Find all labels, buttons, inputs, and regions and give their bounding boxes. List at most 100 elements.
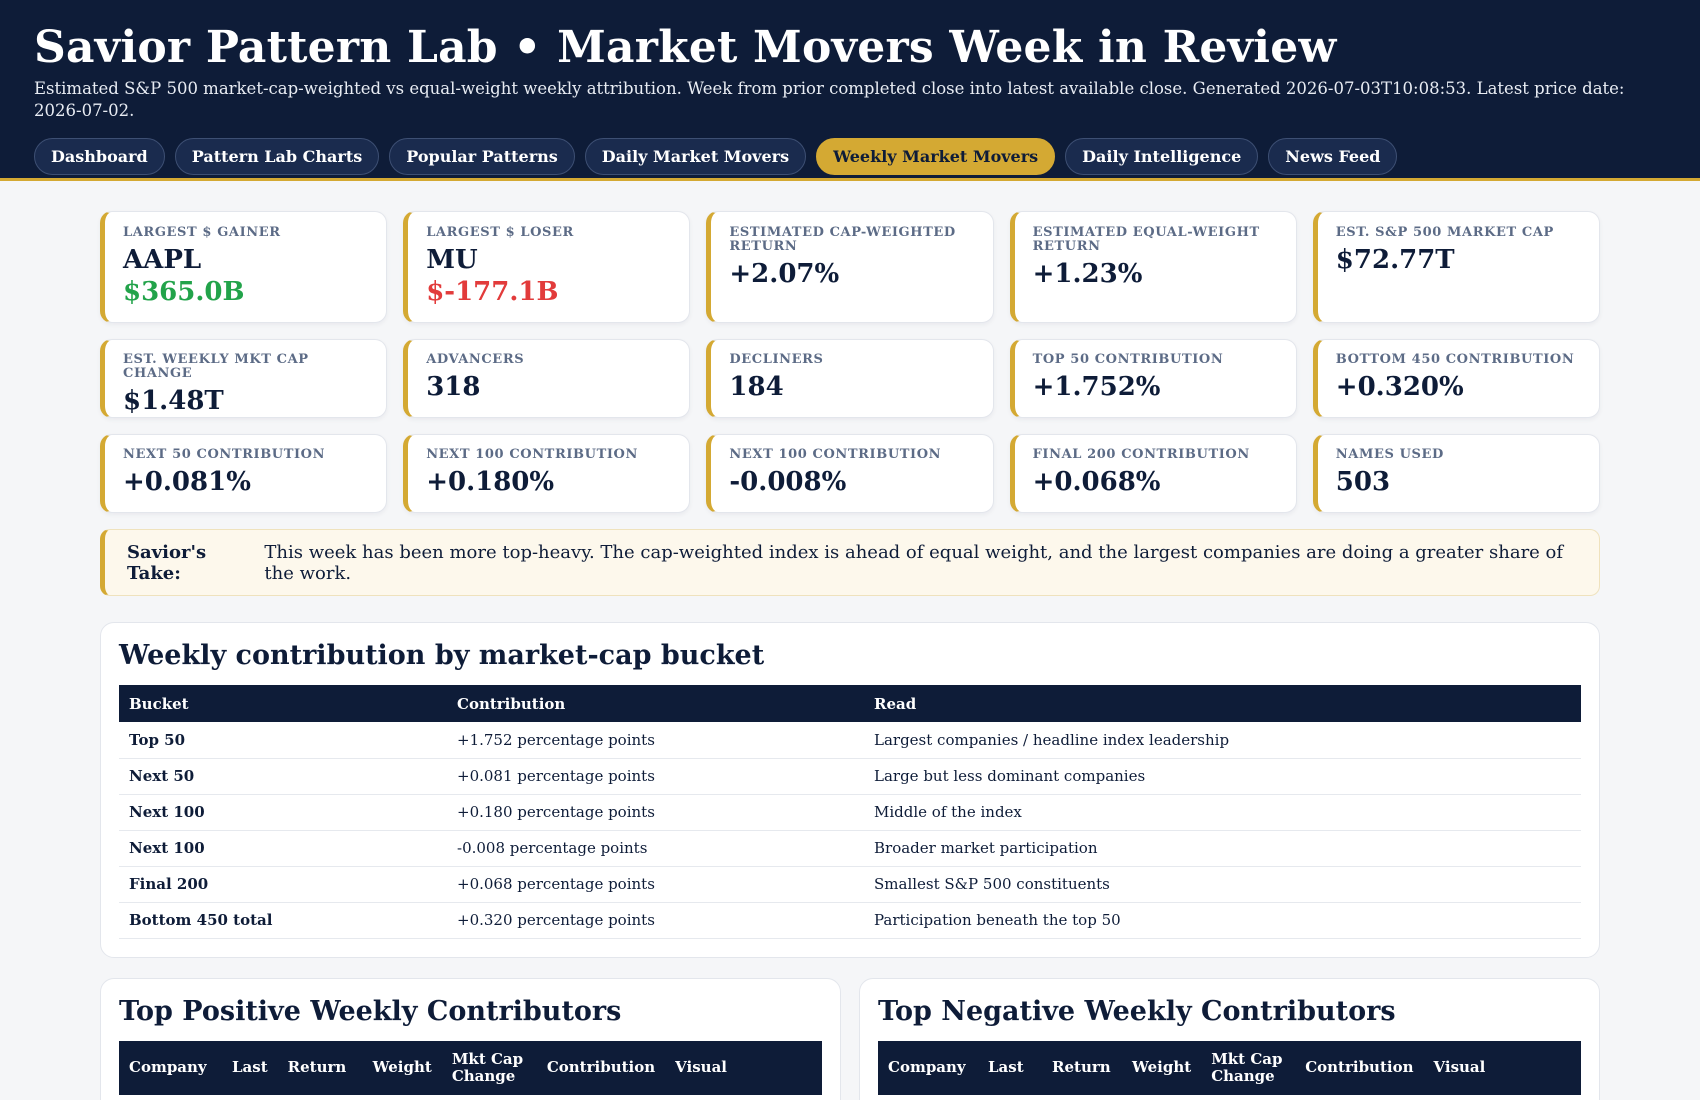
column-header-read[interactable]: Read	[864, 685, 1581, 722]
contribution-cell: +0.180 percentage points	[447, 794, 864, 831]
stat-card-equal-weight-return: Estimated Equal-Weight Return +1.23%	[1009, 211, 1297, 323]
stat-label: Est. Weekly Mkt Cap Change	[123, 352, 309, 381]
table-row: Next 100 -0.008 percentage points Broade…	[119, 830, 1581, 867]
stat-label: Largest $ Gainer	[123, 225, 281, 240]
column-header-mkt-cap-change[interactable]: Mkt Cap Change	[441, 1040, 537, 1095]
stat-label: Advancers	[426, 352, 525, 367]
contribution-cell: +0.068 percentage points	[447, 866, 864, 903]
stat-value: 318	[426, 372, 481, 402]
column-header-company[interactable]: Company	[878, 1040, 978, 1095]
column-header-contribution[interactable]: Contribution	[536, 1040, 666, 1095]
nav-dashboard[interactable]: Dashboard	[34, 138, 165, 175]
column-header-contribution[interactable]: Contribution	[447, 685, 864, 722]
nav-daily-market-movers[interactable]: Daily Market Movers	[584, 138, 807, 175]
positive-contributors-table: Company Last Return Weight Mkt Cap Chang…	[119, 1040, 822, 1095]
contribution-cell: -0.008 percentage points	[447, 830, 864, 867]
stat-card-next-100-contribution-2: Next 100 Contribution -0.008%	[706, 434, 994, 513]
bucket-cell: Bottom 450 total	[119, 902, 447, 939]
bucket-contribution-panel: Weekly contribution by market-cap bucket…	[100, 622, 1600, 958]
nav-news-feed[interactable]: News Feed	[1268, 138, 1398, 175]
stat-label: Top 50 Contribution	[1032, 352, 1224, 367]
stat-sub-value: $365.0B	[123, 277, 245, 307]
read-cell: Participation beneath the top 50	[864, 902, 1581, 939]
column-header-weight[interactable]: Weight	[362, 1040, 442, 1095]
stat-value: $1.48T	[123, 386, 224, 416]
nav-daily-intelligence[interactable]: Daily Intelligence	[1065, 138, 1259, 175]
column-header-weight[interactable]: Weight	[1122, 1040, 1202, 1095]
positive-contributors-panel: Top Positive Weekly Contributors Company…	[100, 977, 841, 1100]
panel-title: Top Negative Weekly Contributors	[878, 995, 1396, 1027]
nav-pattern-lab-charts[interactable]: Pattern Lab Charts	[174, 138, 380, 175]
table-header-row: Bucket Contribution Read	[119, 685, 1581, 722]
column-header-return[interactable]: Return	[277, 1040, 363, 1095]
page-title: Savior Pattern Lab • Market Movers Week …	[34, 22, 1337, 73]
top-nav: Dashboard Pattern Lab Charts Popular Pat…	[34, 138, 1666, 175]
stat-value: 503	[1335, 467, 1391, 497]
bucket-table: Bucket Contribution Read Top 50 +1.752 p…	[119, 685, 1581, 939]
column-header-return[interactable]: Return	[1042, 1040, 1122, 1095]
column-header-visual[interactable]: Visual	[665, 1040, 822, 1095]
bucket-cell: Final 200	[119, 866, 447, 903]
stat-value: +1.23%	[1032, 259, 1143, 289]
column-header-last[interactable]: Last	[222, 1040, 278, 1095]
summary-cards-row-1: Largest $ Gainer AAPL $365.0B Largest $ …	[100, 211, 1600, 323]
page-header: Savior Pattern Lab • Market Movers Week …	[0, 0, 1700, 181]
stat-card-next-100-contribution: Next 100 Contribution +0.180%	[403, 434, 691, 513]
table-header-row: Company Last Return Weight Mkt Cap Chang…	[878, 1040, 1581, 1095]
contribution-cell: +0.320 percentage points	[447, 902, 864, 939]
table-row: Final 200 +0.068 percentage points Small…	[119, 866, 1581, 903]
stat-value: MU	[426, 245, 478, 275]
stat-label: Bottom 450 Contribution	[1335, 352, 1575, 367]
stat-value: +0.320%	[1335, 372, 1464, 402]
stat-card-market-cap: Est. S&P 500 Market Cap $72.77T	[1312, 211, 1600, 323]
read-cell: Smallest S&P 500 constituents	[864, 866, 1581, 903]
stat-card-decliners: Decliners 184	[706, 339, 994, 418]
stat-value: 184	[729, 372, 784, 402]
bucket-cell: Top 50	[119, 722, 447, 759]
stat-value: +0.081%	[123, 467, 251, 497]
stat-label: Next 50 Contribution	[123, 447, 326, 462]
stat-value: +2.07%	[729, 259, 840, 289]
stat-card-next-50-contribution: Next 50 Contribution +0.081%	[100, 434, 388, 513]
stat-value: +1.752%	[1032, 372, 1161, 402]
stat-label: Estimated Equal-Weight Return	[1032, 225, 1260, 254]
panel-title: Weekly contribution by market-cap bucket	[119, 640, 765, 671]
read-cell: Broader market participation	[864, 830, 1581, 867]
take-text: This week has been more top-heavy. The c…	[264, 541, 1564, 584]
stat-card-weekly-mkt-cap-change: Est. Weekly Mkt Cap Change $1.48T	[100, 339, 388, 418]
page-subtitle: Estimated S&P 500 market-cap-weighted vs…	[34, 79, 1625, 120]
bucket-cell: Next 100	[119, 794, 447, 831]
stat-value: +0.068%	[1032, 467, 1161, 497]
stat-card-largest-gainer: Largest $ Gainer AAPL $365.0B	[100, 211, 388, 323]
stat-label: Names Used	[1335, 447, 1444, 462]
stat-card-largest-loser: Largest $ Loser MU $-177.1B	[403, 211, 691, 323]
contribution-cell: +0.081 percentage points	[447, 758, 864, 795]
column-header-bucket[interactable]: Bucket	[119, 685, 447, 722]
stat-label: Next 100 Contribution	[426, 447, 638, 462]
column-header-visual[interactable]: Visual	[1423, 1040, 1581, 1095]
stat-card-top-50-contribution: Top 50 Contribution +1.752%	[1009, 339, 1297, 418]
contributors-section: Top Positive Weekly Contributors Company…	[100, 977, 1600, 1100]
read-cell: Large but less dominant companies	[864, 758, 1581, 795]
stat-label: Est. S&P 500 Market Cap	[1335, 225, 1554, 240]
stat-label: Next 100 Contribution	[729, 447, 942, 462]
stat-value: AAPL	[123, 245, 202, 275]
table-row: Top 50 +1.752 percentage points Largest …	[119, 722, 1581, 759]
panel-title: Top Positive Weekly Contributors	[119, 995, 622, 1027]
column-header-company[interactable]: Company	[119, 1040, 222, 1095]
stat-card-final-200-contribution: Final 200 Contribution +0.068%	[1009, 434, 1297, 513]
column-header-last[interactable]: Last	[978, 1040, 1042, 1095]
stat-value: $72.77T	[1335, 245, 1455, 275]
nav-weekly-market-movers[interactable]: Weekly Market Movers	[816, 138, 1056, 175]
table-row: Bottom 450 total +0.320 percentage point…	[119, 902, 1581, 939]
saviors-take-callout: Savior's Take: This week has been more t…	[100, 529, 1600, 596]
read-cell: Largest companies / headline index leade…	[864, 722, 1581, 759]
take-label: Savior's Take:	[127, 541, 207, 584]
negative-contributors-table: Company Last Return Weight Mkt Cap Chang…	[878, 1040, 1581, 1095]
column-header-contribution[interactable]: Contribution	[1295, 1040, 1424, 1095]
column-header-mkt-cap-change[interactable]: Mkt Cap Change	[1201, 1040, 1296, 1095]
table-header-row: Company Last Return Weight Mkt Cap Chang…	[119, 1040, 822, 1095]
nav-popular-patterns[interactable]: Popular Patterns	[389, 138, 575, 175]
stat-card-cap-weighted-return: Estimated Cap-Weighted Return +2.07%	[706, 211, 994, 323]
stat-card-names-used: Names Used 503	[1312, 434, 1600, 513]
